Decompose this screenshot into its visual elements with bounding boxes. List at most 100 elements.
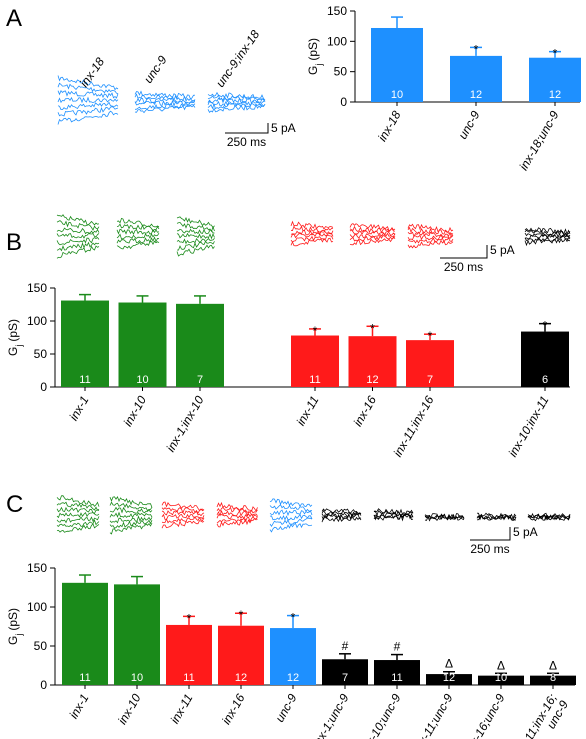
significance-marker: Δ [445,657,453,671]
significance-marker: * [370,321,375,335]
current-trace [176,232,215,240]
significance-marker: # [394,640,401,654]
n-label: 8 [550,672,556,684]
scale-current: 5 pA [271,121,296,135]
bar [374,660,420,685]
significance-marker: * [543,319,548,333]
bar [348,336,397,387]
x-tick-label: inx-16 [351,393,380,429]
current-trace [134,99,196,107]
y-tick-label: 0 [340,95,347,109]
panel-label: A [6,5,22,32]
current-trace [321,516,362,523]
current-trace [349,236,396,246]
current-trace [373,514,414,522]
current-trace [269,513,313,521]
current-trace [527,514,571,521]
current-trace [524,236,571,243]
current-trace [407,234,454,241]
significance-marker: * [239,608,244,622]
current-trace [176,240,215,251]
y-tick-label: 150 [27,561,47,575]
bar [291,335,339,387]
current-trace [524,227,571,236]
y-label-main: G [6,347,20,356]
scale-bar [440,245,488,259]
y-axis-label: Gj (pS) [6,608,24,645]
current-trace [269,498,313,508]
current-trace [109,501,153,512]
y-tick-label: 50 [34,347,48,361]
current-trace [109,511,153,519]
x-tick-label: inx-10 [121,393,150,429]
n-label: 11 [309,374,320,386]
y-tick-label: 0 [40,380,47,394]
bar [176,303,224,387]
n-label: 7 [197,374,203,386]
n-label: 11 [391,672,402,684]
x-tick-label: unc-9 [455,108,482,141]
significance-marker: * [553,47,558,61]
current-trace [161,516,205,524]
bar [530,675,576,685]
current-trace [116,236,160,244]
significance-marker: # [342,639,349,653]
significance-marker: * [474,42,479,56]
scale-time: 250 ms [227,135,266,149]
current-trace [207,91,266,101]
n-label: 10 [136,374,148,386]
current-trace [373,512,414,521]
current-trace [476,514,517,521]
current-trace [290,237,334,247]
current-trace [109,496,153,508]
current-trace [176,238,215,245]
current-trace [176,244,215,257]
current-trace [290,234,334,243]
current-trace [116,232,160,240]
y-label-main: G [6,636,20,645]
current-trace [56,516,100,524]
current-trace [321,512,362,519]
current-trace [176,216,215,229]
scale-time: 250 ms [444,260,483,274]
bar [426,674,472,685]
current-trace [109,515,153,524]
n-label: 10 [131,672,143,684]
current-trace [290,229,334,237]
current-trace [290,232,334,239]
current-trace [161,513,205,521]
x-tick-label: inx-11;inx-16 [391,393,437,459]
n-label: 7 [342,672,348,684]
current-trace [56,233,100,239]
y-tick-label: 150 [27,281,47,295]
current-trace [207,102,266,110]
y-label-unit: (pS) [6,608,20,631]
current-trace [56,245,100,259]
n-label: 10 [391,89,403,101]
bar [62,582,108,685]
y-tick-label: 150 [327,4,347,18]
current-trace [56,236,100,246]
current-trace [109,519,153,529]
current-trace [321,513,362,521]
current-trace [161,507,205,515]
bar [322,659,368,685]
x-tick-label: inx-1 [66,692,91,722]
current-trace [216,515,258,524]
y-label-unit: (pS) [306,38,320,61]
current-trace [134,103,196,110]
bar [118,302,167,387]
current-trace [216,512,258,520]
current-trace [207,103,266,113]
current-trace [109,506,153,514]
current-trace [407,239,454,249]
current-trace [56,512,100,519]
x-tick-label: inx-18 [375,108,404,144]
bar [521,331,569,387]
scale-current: 5 pA [513,525,538,539]
bar [114,584,160,685]
bar [529,57,581,102]
current-trace [269,509,313,517]
x-tick-label: inx-11 [294,394,322,429]
current-trace [207,97,266,105]
